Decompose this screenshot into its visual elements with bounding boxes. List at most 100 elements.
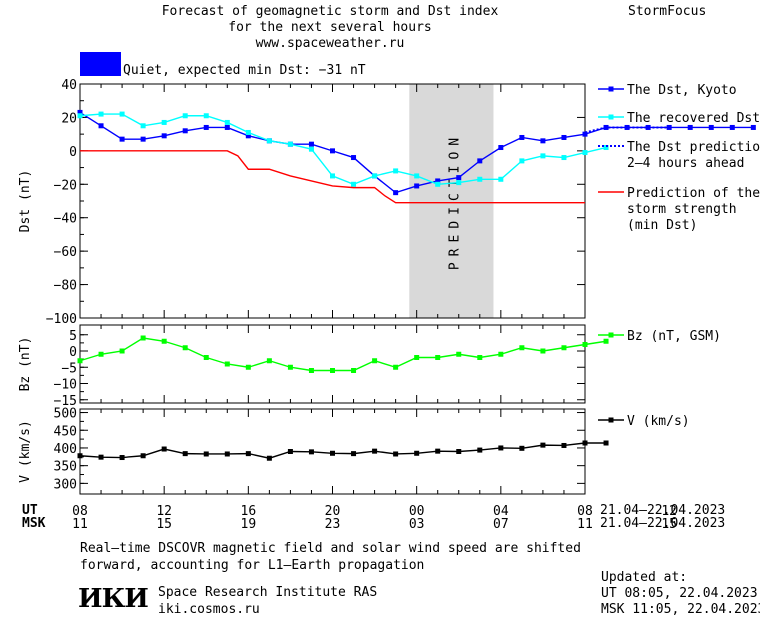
data-point — [435, 355, 441, 360]
data-point — [161, 133, 167, 139]
msk-axis-label: MSK — [22, 516, 46, 531]
footnote-line-2: forward, accounting for L1–Earth propaga… — [80, 558, 425, 573]
data-point — [182, 113, 188, 119]
legend-label: storm strength — [627, 202, 737, 217]
data-point — [519, 345, 525, 351]
y-tick-label: 0 — [69, 345, 77, 360]
data-point — [161, 446, 167, 452]
data-point — [140, 123, 146, 129]
y-tick-label: 20 — [61, 111, 77, 126]
data-point — [645, 124, 651, 130]
legend-label: (min Dst) — [627, 218, 697, 233]
y-tick-label: −100 — [46, 312, 77, 327]
y-tick-label: 0 — [69, 145, 77, 160]
data-point — [561, 134, 567, 140]
data-point — [287, 141, 293, 147]
series-line — [80, 150, 585, 204]
data-point — [561, 345, 567, 351]
data-point — [182, 451, 188, 457]
data-point — [351, 451, 357, 457]
legend-marker — [608, 86, 614, 92]
data-point — [245, 129, 251, 135]
data-point — [266, 138, 272, 144]
data-point — [393, 451, 399, 457]
data-point — [519, 445, 525, 451]
data-point — [519, 158, 525, 164]
data-point — [245, 364, 251, 370]
data-point — [540, 348, 546, 354]
data-point — [224, 124, 230, 130]
data-point — [351, 181, 357, 187]
date-range-ut: 21.04–22.04.2023 — [600, 503, 726, 518]
data-point — [372, 358, 378, 364]
data-point — [308, 449, 314, 455]
legend-label: Prediction of the — [627, 186, 760, 201]
data-point — [119, 111, 125, 117]
data-point — [708, 124, 714, 130]
status-swatch — [80, 52, 121, 76]
data-point — [203, 113, 209, 119]
data-point — [77, 453, 83, 459]
data-point — [540, 442, 546, 448]
ut-tick-label: 08 — [577, 504, 593, 519]
data-point — [140, 136, 146, 142]
data-point — [582, 440, 588, 446]
series-line — [79, 442, 607, 459]
data-point — [750, 124, 756, 130]
y-tick-label: −15 — [54, 394, 77, 409]
data-point — [393, 168, 399, 174]
data-point — [393, 364, 399, 370]
msk-tick-label: 15 — [156, 517, 172, 532]
y-tick-label: 450 — [54, 424, 77, 439]
data-point — [456, 351, 462, 357]
panel-frame — [79, 324, 586, 404]
ut-tick-label: 08 — [72, 504, 88, 519]
data-point — [161, 119, 167, 125]
y-tick-label: −60 — [54, 245, 77, 260]
data-point — [119, 348, 125, 354]
data-point — [603, 145, 609, 151]
data-point — [414, 173, 420, 179]
data-point — [182, 128, 188, 134]
data-point — [308, 146, 314, 152]
y-axis-label: Dst (nT) — [18, 170, 33, 233]
data-point — [161, 338, 167, 344]
y-tick-label: 40 — [61, 78, 77, 93]
data-point — [582, 131, 588, 137]
msk-tick-label: 03 — [409, 517, 425, 532]
data-point — [203, 355, 209, 360]
institute-site: iki.cosmos.ru — [158, 602, 260, 617]
data-point — [287, 449, 293, 454]
data-point — [477, 447, 483, 453]
data-point — [98, 454, 104, 460]
data-point — [330, 148, 335, 154]
legend-label: The recovered Dst — [627, 111, 760, 126]
data-point — [582, 150, 588, 156]
ut-tick-label: 16 — [241, 504, 257, 519]
msk-tick-label: 11 — [72, 517, 88, 532]
y-tick-label: −10 — [54, 378, 77, 393]
data-point — [308, 141, 314, 147]
data-point — [245, 451, 251, 457]
data-point — [182, 345, 188, 351]
data-point — [477, 355, 483, 360]
legend-marker — [608, 332, 614, 338]
footnote-line-1: Real–time DSCOVR magnetic field and sola… — [80, 541, 581, 556]
y-axis-label: Bz (nT) — [18, 337, 33, 392]
msk-tick-label: 11 — [577, 517, 593, 532]
y-tick-label: −80 — [54, 279, 77, 294]
data-point — [435, 178, 441, 184]
prediction-band — [409, 84, 494, 318]
series-line — [79, 337, 607, 372]
brand-name: StormFocus — [628, 4, 707, 19]
data-point — [498, 351, 504, 357]
data-point — [224, 451, 230, 457]
data-point — [414, 450, 420, 456]
data-point — [729, 124, 735, 130]
msk-tick-label: 07 — [493, 517, 509, 532]
status-text: Quiet, expected min Dst: −31 nT — [123, 63, 366, 78]
ut-tick-label: 12 — [156, 504, 172, 519]
ut-axis-label: UT — [22, 503, 38, 518]
data-point — [624, 124, 630, 130]
